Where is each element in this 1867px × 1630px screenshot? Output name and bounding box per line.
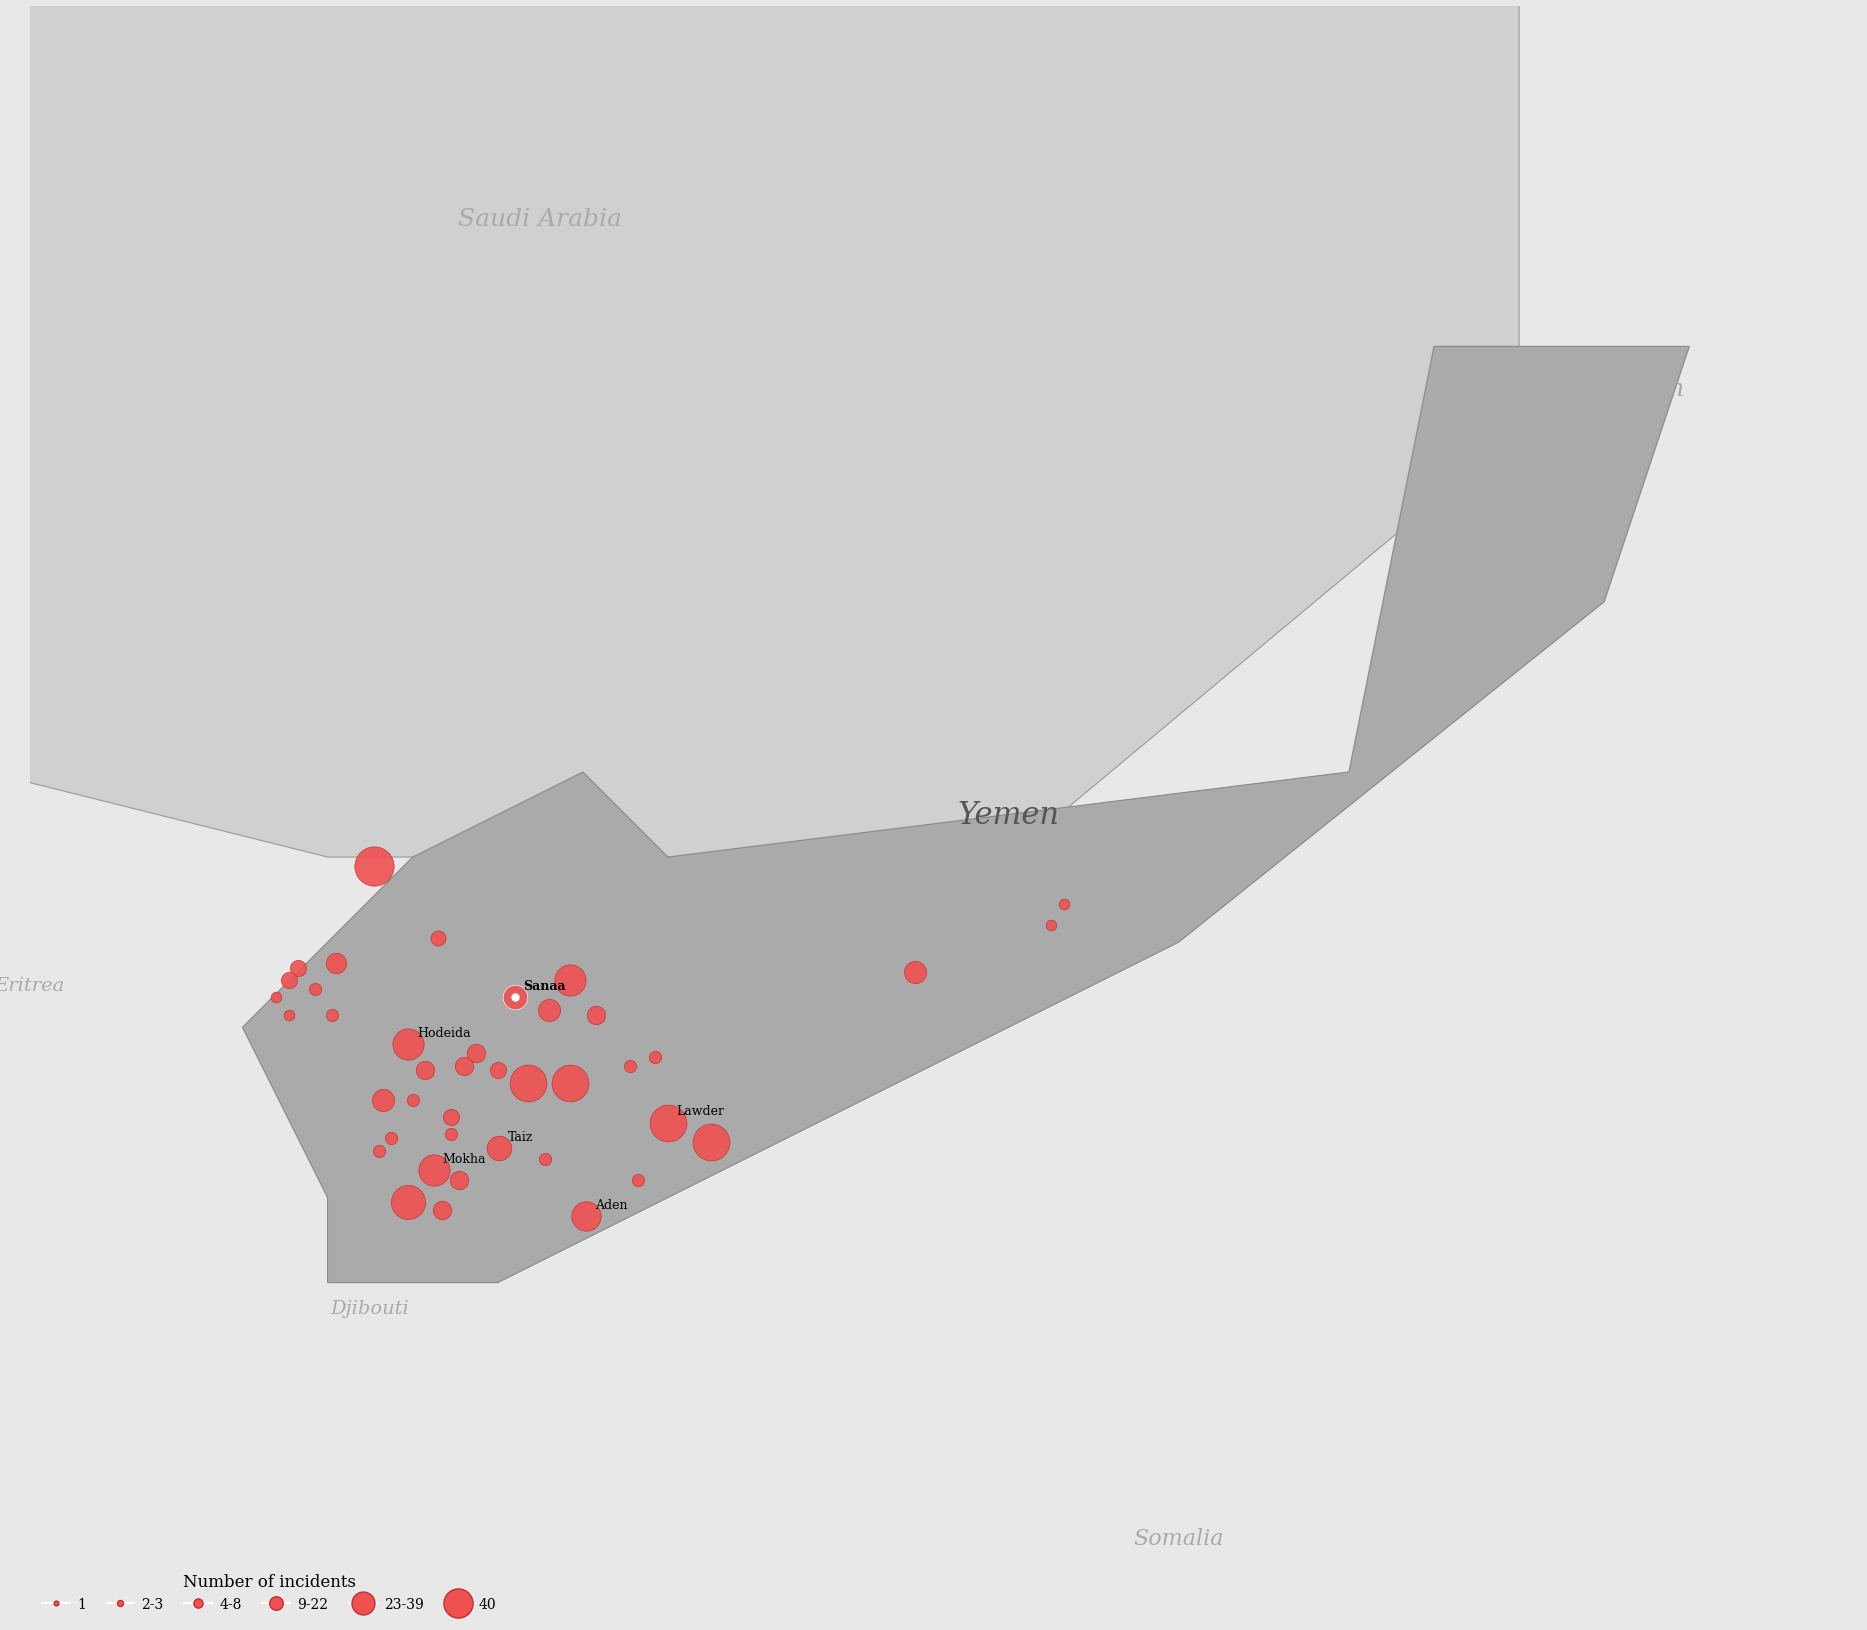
Text: Oman: Oman [1609,378,1684,401]
Point [398,1087,428,1113]
Point [614,1053,644,1079]
Legend: 1, 2-3, 4-8, 9-22, 23-39, 40: 1, 2-3, 4-8, 9-22, 23-39, 40 [37,1566,502,1615]
Text: Djibouti: Djibouti [330,1299,409,1317]
Point [485,1136,515,1162]
Polygon shape [243,347,1690,1283]
Point [653,1110,683,1136]
Point [261,985,291,1011]
Point [301,976,330,1002]
Point [428,1198,457,1224]
Point [624,1167,653,1193]
Point [274,968,304,994]
Point [554,968,584,994]
Point [534,998,564,1024]
Point [321,950,351,976]
Point [530,1146,560,1172]
Text: Saudi Arabia: Saudi Arabia [459,209,622,231]
Point [444,1167,474,1193]
Text: Yemen: Yemen [958,799,1059,831]
Point [282,955,312,981]
Point [900,960,930,986]
Point [394,1188,424,1214]
Point [360,852,390,879]
Point [640,1045,670,1071]
Polygon shape [0,0,1520,942]
Text: Taiz: Taiz [508,1130,534,1143]
Point [1049,892,1079,918]
Point [411,1058,441,1084]
Point [554,1069,584,1095]
Point [696,1130,726,1156]
Point [364,1138,394,1164]
Point [461,1040,491,1066]
Point [377,1125,407,1151]
Text: Somalia: Somalia [1133,1527,1225,1548]
Point [394,1032,424,1058]
Point [500,985,530,1011]
Point [274,1002,304,1029]
Point [448,1053,478,1079]
Point [484,1058,513,1084]
Point [500,985,530,1011]
Point [581,1002,611,1029]
Point [437,1121,467,1148]
Text: Lawder: Lawder [676,1105,724,1118]
Text: Eritrea: Eritrea [0,976,65,994]
Point [571,1203,601,1229]
Text: Sanaa: Sanaa [523,980,566,993]
Point [317,1002,347,1029]
Point [1036,913,1066,939]
Point [424,926,454,952]
Point [418,1157,448,1183]
Text: Aden: Aden [596,1198,627,1211]
Point [513,1069,543,1095]
Point [368,1087,398,1113]
Text: Hodeida: Hodeida [416,1027,470,1040]
Point [437,1104,467,1130]
Text: Mokha: Mokha [442,1152,485,1165]
